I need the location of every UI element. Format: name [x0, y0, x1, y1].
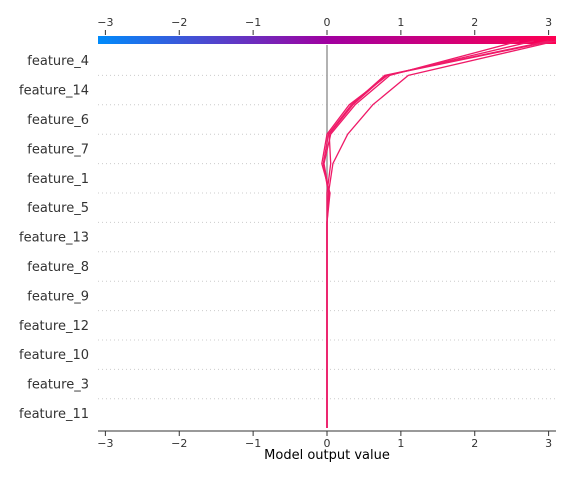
top-tick-label: −3 [97, 16, 113, 29]
bottom-tick-label: 2 [471, 437, 478, 450]
top-tick-label: 3 [545, 16, 552, 29]
bottom-tick-label: 1 [397, 437, 404, 450]
top-axis: −3 −2 −1 0 1 2 3 [97, 16, 552, 35]
feature-label-feature-1: feature_1 [27, 172, 89, 187]
top-tick-label: −1 [245, 16, 261, 29]
colorbar-strip [98, 36, 556, 44]
x-axis-label: Model output value [264, 448, 390, 463]
feature-label-feature-13: feature_13 [19, 231, 89, 246]
bottom-tick-label: −2 [171, 437, 187, 450]
colorbar [98, 36, 556, 44]
feature-label-feature-8: feature_8 [27, 260, 89, 275]
decision-lines [321, 40, 557, 428]
bottom-tick-label: 0 [324, 437, 331, 450]
decision-line-2 [323, 40, 520, 428]
top-tick-label: −2 [171, 16, 187, 29]
feature-label-feature-12: feature_12 [19, 319, 89, 334]
feature-labels: feature_4 feature_14 feature_6 feature_7fea… [19, 54, 89, 422]
feature-label-feature-6: feature_6 [27, 113, 89, 128]
bottom-tick-label: 3 [545, 437, 552, 450]
feature-label-feature-7: feature_7 [27, 142, 89, 157]
feature-label-feature-10: feature_10 [19, 348, 89, 363]
feature-label-feature-14: feature_14 [19, 84, 89, 99]
bottom-tick-label: −3 [97, 437, 113, 450]
bottom-axis: −3 −2 −1 0 1 2 3 [97, 430, 556, 450]
feature-label-feature-11: feature_11 [19, 407, 89, 422]
decision-line-5 [326, 40, 553, 428]
top-tick-label: 1 [397, 16, 404, 29]
feature-label-feature-9: feature_9 [27, 289, 89, 304]
top-tick-label: 2 [471, 16, 478, 29]
feature-label-feature-4: feature_4 [27, 54, 89, 69]
feature-label-feature-3: feature_3 [27, 378, 89, 393]
bottom-tick-label: −1 [245, 437, 261, 450]
decision-line-4 [321, 40, 534, 428]
top-tick-label: 0 [324, 16, 331, 29]
feature-label-feature-5: feature_5 [27, 201, 89, 216]
